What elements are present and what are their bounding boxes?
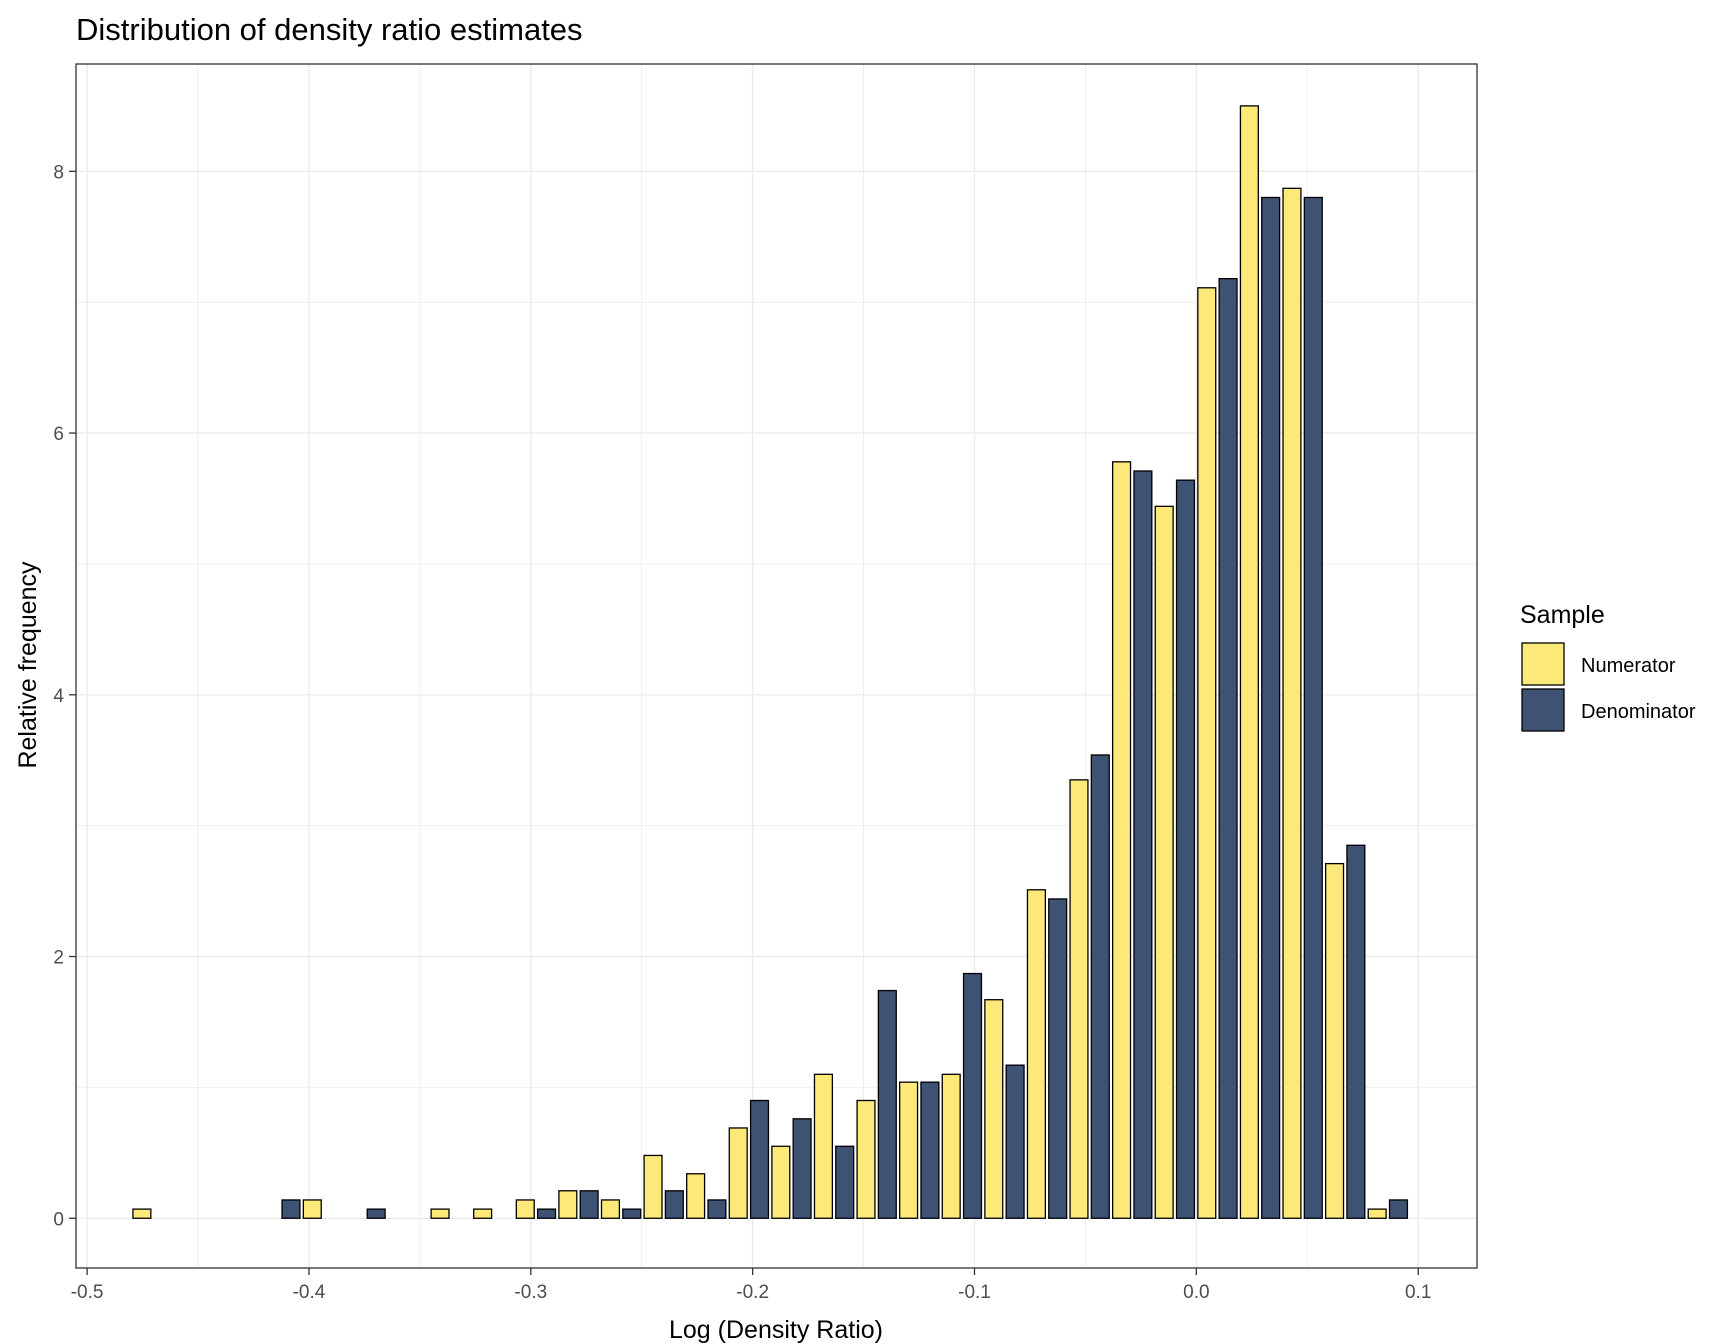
bar-denominator	[281, 1199, 301, 1219]
bar-numerator	[1197, 287, 1217, 1219]
bars	[132, 105, 1409, 1219]
legend-title: Sample	[1520, 601, 1605, 629]
bar-denominator	[877, 989, 897, 1219]
bar-numerator	[941, 1073, 961, 1219]
bar-numerator	[686, 1173, 706, 1219]
bar-numerator	[600, 1199, 621, 1219]
bar-denominator	[366, 1208, 386, 1219]
legend-label-denominator: Denominator	[1581, 701, 1696, 723]
axes: -0.5 -0.4 -0.3 -0.2 -0.1 0.0 0.1 0 2 4 6 8	[53, 162, 1431, 1303]
bar-numerator	[856, 1099, 876, 1219]
bar-denominator	[1346, 844, 1366, 1219]
bar-numerator	[302, 1199, 322, 1219]
y-tick-label: 0	[53, 1209, 64, 1230]
chart-title: Distribution of density ratio estimates	[76, 12, 583, 47]
plot-panel-border	[75, 63, 1478, 1269]
bar-numerator	[899, 1081, 919, 1219]
bar-denominator	[1388, 1199, 1409, 1219]
legend-label-numerator: Numerator	[1581, 655, 1676, 677]
y-axis-title: Relative frequency	[14, 561, 42, 769]
bar-denominator	[1261, 196, 1281, 1219]
bar-numerator	[1026, 889, 1046, 1219]
y-tick-label: 8	[53, 162, 64, 183]
bar-numerator	[728, 1127, 748, 1219]
bar-numerator	[1324, 862, 1345, 1219]
bar-denominator	[707, 1199, 727, 1219]
bar-numerator	[1069, 779, 1089, 1219]
bar-denominator	[536, 1208, 557, 1219]
bar-denominator	[920, 1081, 940, 1219]
bar-denominator	[1133, 470, 1153, 1219]
bar-numerator	[1367, 1208, 1387, 1219]
bar-numerator	[1154, 505, 1174, 1219]
bar-numerator	[643, 1154, 663, 1219]
bar-denominator	[1175, 479, 1196, 1219]
bar-denominator	[1005, 1064, 1025, 1219]
bar-denominator	[579, 1190, 599, 1219]
x-axis-title: Log (Density Ratio)	[669, 1316, 883, 1344]
bar-denominator	[1090, 754, 1110, 1219]
bar-numerator	[430, 1208, 450, 1219]
x-tick-label: -0.3	[514, 1282, 547, 1303]
x-tick-label: -0.2	[736, 1282, 769, 1303]
bar-numerator	[473, 1208, 493, 1219]
bar-numerator	[515, 1199, 535, 1219]
bar-numerator	[771, 1145, 791, 1219]
bar-denominator	[1218, 277, 1238, 1219]
legend-key-numerator	[1521, 642, 1565, 686]
bar-denominator	[664, 1190, 684, 1219]
x-tick-label: -0.5	[71, 1282, 104, 1303]
bar-denominator	[962, 972, 983, 1219]
y-tick-label: 2	[53, 948, 64, 969]
legend-key-denominator	[1521, 688, 1565, 732]
y-tick-label: 4	[53, 686, 64, 707]
legend: Sample Numerator Denominator	[1520, 601, 1696, 732]
x-tick-label: -0.4	[293, 1282, 326, 1303]
bar-numerator	[132, 1208, 152, 1219]
bar-numerator	[1112, 461, 1132, 1219]
y-tick-label: 6	[53, 424, 64, 445]
x-tick-label: 0.0	[1183, 1282, 1209, 1303]
bar-denominator	[1048, 898, 1068, 1219]
bar-numerator	[1282, 187, 1302, 1219]
bar-numerator	[984, 999, 1004, 1219]
bar-denominator	[749, 1099, 770, 1219]
x-tick-label: 0.1	[1405, 1282, 1431, 1303]
bar-denominator	[622, 1208, 642, 1219]
bar-numerator	[813, 1073, 834, 1219]
bar-denominator	[835, 1145, 855, 1219]
bar-numerator	[1239, 105, 1259, 1219]
bar-denominator	[1303, 196, 1323, 1219]
x-tick-label: -0.1	[958, 1282, 991, 1303]
bar-numerator	[558, 1190, 578, 1219]
bar-denominator	[792, 1118, 812, 1219]
